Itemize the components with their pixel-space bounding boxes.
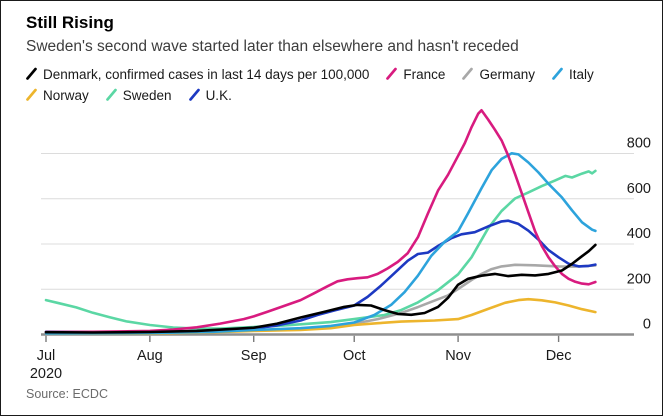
norway-line-slash-icon	[26, 88, 37, 101]
y-axis-label-400: 400	[627, 226, 651, 242]
legend-item-denmark: Denmark, confirmed cases in last 14 days…	[25, 67, 369, 82]
legend-item-germany: Germany	[461, 67, 535, 82]
legend-row: Norway Sweden U.K.	[25, 85, 645, 105]
x-axis-label-Nov: Nov	[445, 348, 472, 364]
x-axis-label-Sep: Sep	[241, 348, 267, 364]
x-axis-year-label: 2020	[30, 366, 62, 382]
legend-item-sweden: Sweden	[105, 88, 172, 103]
chart-title: Still Rising	[26, 13, 114, 32]
x-axis-label-Dec: Dec	[546, 348, 572, 364]
uk-line-slash-icon	[188, 88, 200, 101]
x-axis-label-Jul: Jul	[37, 348, 56, 364]
source-note: Source: ECDC	[26, 387, 108, 401]
germany-line-slash-icon	[462, 67, 474, 80]
y-axis-label-800: 800	[627, 136, 651, 152]
series-line-uk	[44, 219, 597, 334]
legend-label: Norway	[43, 87, 89, 103]
italy-line-slash-icon	[552, 67, 563, 80]
legend-label: U.K.	[205, 87, 232, 103]
series-line-denmark	[44, 243, 597, 334]
legend-label: Italy	[568, 66, 594, 82]
legend-item-uk: U.K.	[188, 88, 232, 103]
legend-item-italy: Italy	[551, 67, 594, 82]
x-axis-label-Aug: Aug	[137, 348, 163, 364]
series-line-italy	[44, 152, 597, 335]
sweden-line-slash-icon	[105, 88, 117, 101]
y-axis-label-0: 0	[643, 317, 651, 333]
france-line-slash-icon	[386, 67, 398, 80]
chart-subtitle: Sweden's second wave started later than …	[26, 38, 519, 55]
y-axis-label-600: 600	[627, 181, 651, 197]
legend-label: Sweden	[122, 87, 172, 103]
denmark-line-slash-icon	[26, 67, 37, 80]
legend-label: Germany	[479, 66, 535, 82]
series-line-norway	[44, 297, 597, 335]
legend: Denmark, confirmed cases in last 14 days…	[25, 64, 645, 106]
legend-row: Denmark, confirmed cases in last 14 days…	[25, 64, 645, 84]
legend-item-norway: Norway	[25, 88, 89, 103]
legend-item-france: France	[385, 67, 445, 82]
y-axis-label-200: 200	[627, 271, 651, 287]
legend-label: Denmark, confirmed cases in last 14 days…	[43, 66, 370, 82]
series-line-france	[44, 109, 597, 334]
series-line-sweden	[44, 169, 597, 330]
legend-label: France	[403, 66, 446, 82]
x-axis-label-Oct: Oct	[343, 348, 366, 364]
